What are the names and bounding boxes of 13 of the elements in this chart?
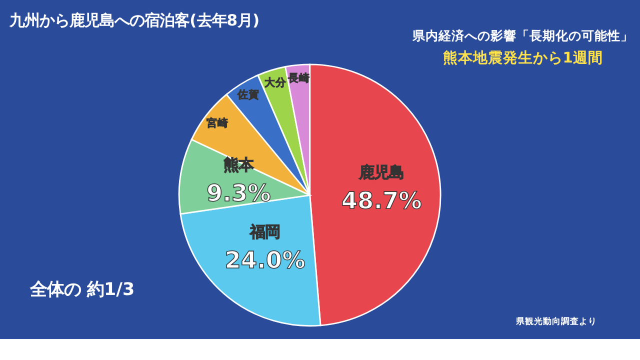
slice-label: 福岡 (249, 222, 280, 241)
text: 県内経済への影響「長期化の可能性」 (411, 28, 634, 44)
slice-label: 宮崎 (206, 116, 228, 130)
slice-label: 佐賀 (236, 88, 260, 102)
text: 全体の 約1/3 (28, 280, 135, 300)
text: 熊本地震発生から1週間 (442, 50, 603, 67)
text: 県観光動向調査より (515, 316, 598, 327)
data-label: 24.0% (224, 246, 306, 274)
chart-title: 九州から鹿児島への宿泊客(去年8月) (8, 12, 260, 30)
data-label: 48.7% (341, 188, 422, 215)
data-label: 9.3% (206, 180, 271, 208)
slice-label: 鹿児島 (358, 164, 404, 182)
slice-label: 大分 (264, 76, 288, 90)
